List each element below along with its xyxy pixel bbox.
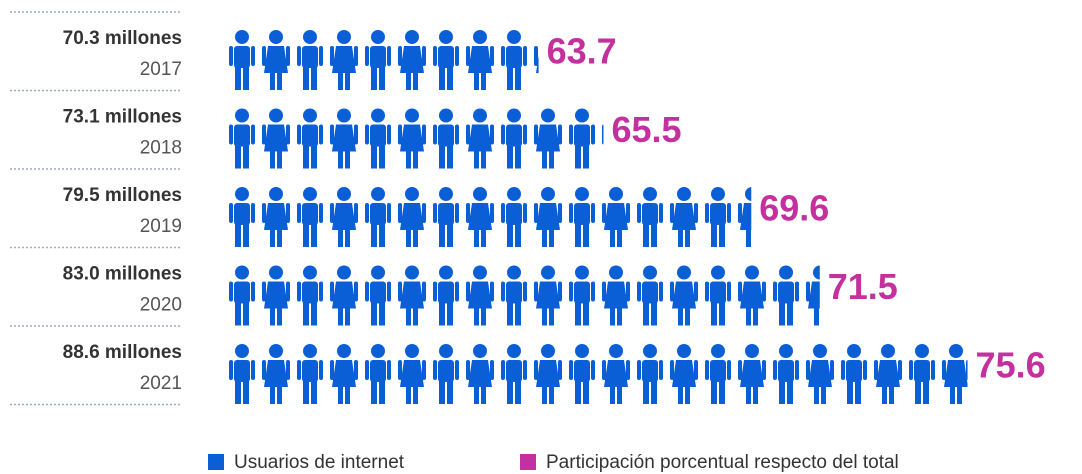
legend-label: Participación porcentual respecto del to… <box>546 452 899 473</box>
legend-swatch <box>208 454 224 470</box>
legend-swatch <box>520 454 536 470</box>
icon-bar <box>225 90 604 169</box>
year-label: 2021 <box>140 373 182 394</box>
percent-label: 75.6 <box>976 345 1046 386</box>
icon-bar <box>225 169 752 247</box>
year-label: 2018 <box>140 138 182 159</box>
users-label: 88.6 millones <box>63 342 182 363</box>
year-label: 2017 <box>140 59 182 80</box>
year-label: 2019 <box>140 216 182 237</box>
percent-label: 63.7 <box>547 31 617 72</box>
legend-label: Usuarios de internet <box>234 452 405 473</box>
year-label: 2020 <box>140 295 182 316</box>
percent-label: 69.6 <box>759 188 829 229</box>
icon-bar <box>225 12 539 90</box>
percent-label: 65.5 <box>611 109 681 150</box>
percent-label: 71.5 <box>828 266 898 307</box>
users-label: 79.5 millones <box>63 185 182 206</box>
icon-bar <box>225 326 968 404</box>
users-label: 73.1 millones <box>63 107 182 128</box>
icon-bar <box>225 247 820 326</box>
users-label: 83.0 millones <box>63 264 182 285</box>
users-label: 70.3 millones <box>63 28 182 49</box>
